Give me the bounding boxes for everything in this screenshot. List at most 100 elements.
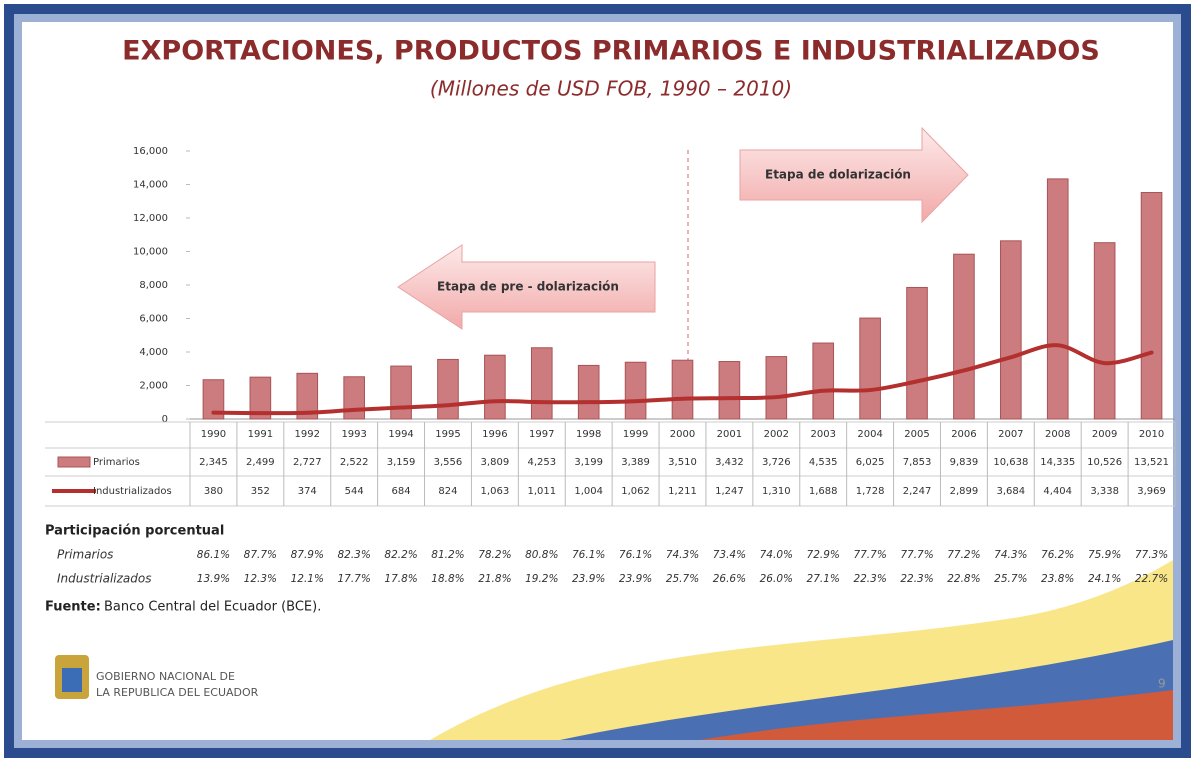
share-value: 19.2% (525, 573, 558, 585)
x-tick-label: 1996 (482, 429, 507, 440)
share-value: 87.7% (244, 549, 277, 561)
share-value: 22.3% (900, 573, 933, 585)
share-title: Participación porcentual (45, 524, 224, 539)
bar (718, 361, 741, 420)
share-value: 77.3% (1135, 549, 1168, 561)
bar (953, 253, 975, 420)
y-tick-label: 4,000 (139, 347, 168, 358)
share-value: 81.2% (431, 549, 464, 561)
y-tick-label: 14,000 (133, 180, 168, 191)
x-tick-label: 2003 (810, 429, 835, 440)
bar (296, 372, 319, 420)
bar (859, 317, 881, 420)
share-value: 25.7% (666, 573, 699, 585)
subtitle: (Millones de USD FOB, 1990 – 2010) (430, 77, 792, 101)
share-label: Primarios (57, 548, 113, 562)
share-value: 72.9% (807, 549, 840, 561)
table-value: 4,253 (527, 457, 556, 468)
table-value: 3,556 (434, 457, 463, 468)
annotation: Etapa de pre - dolarización (437, 280, 619, 294)
x-tick-label: 1994 (388, 429, 413, 440)
footer-line: GOBIERNO NACIONAL DE (96, 670, 235, 683)
share-value: 82.3% (337, 549, 370, 561)
x-tick-label: 1992 (295, 429, 320, 440)
footer-line: LA REPUBLICA DEL ECUADOR (96, 686, 259, 699)
page-number: 9 (1158, 677, 1166, 691)
arrow-left (397, 244, 656, 330)
x-tick-label: 2002 (764, 429, 789, 440)
table-value: 2,899 (950, 486, 979, 497)
share-value: 74.0% (760, 549, 793, 561)
x-tick-label: 1998 (576, 429, 601, 440)
share-value: 78.2% (478, 549, 511, 561)
x-tick-label: 2010 (1139, 429, 1164, 440)
table-value: 3,726 (762, 457, 791, 468)
share-value: 23.9% (619, 573, 652, 585)
x-tick-label: 2000 (670, 429, 695, 440)
bar (671, 359, 694, 420)
table-value: 3,969 (1137, 486, 1166, 497)
source-label: Fuente: (45, 600, 101, 615)
table-value: 2,345 (199, 457, 228, 468)
share-value: 26.0% (760, 573, 793, 585)
table-value: 14,335 (1040, 457, 1075, 468)
table-value: 824 (438, 486, 457, 497)
share-value: 26.6% (713, 573, 746, 585)
table-value: 1,728 (856, 486, 885, 497)
share-value: 25.7% (994, 573, 1027, 585)
share-value: 77.7% (900, 549, 933, 561)
bar (1140, 192, 1163, 420)
table-value: 10,526 (1087, 457, 1122, 468)
table-value: 684 (392, 486, 411, 497)
share-value: 87.9% (291, 549, 324, 561)
share-value: 12.3% (244, 573, 277, 585)
share-value: 12.1% (291, 573, 324, 585)
table-value: 3,159 (387, 457, 416, 468)
bar (765, 356, 788, 420)
share-value: 22.8% (947, 573, 980, 585)
bar (390, 365, 412, 420)
share-value: 24.1% (1088, 573, 1121, 585)
table-value: 1,211 (668, 486, 697, 497)
x-tick-label: 2008 (1045, 429, 1070, 440)
table-value: 352 (251, 486, 270, 497)
x-tick-label: 2009 (1092, 429, 1117, 440)
source-text: Banco Central del Ecuador (BCE). (104, 600, 321, 615)
table-value: 3,199 (574, 457, 603, 468)
logo-shield (62, 668, 82, 692)
share-value: 77.2% (947, 549, 980, 561)
share-value: 75.9% (1088, 549, 1121, 561)
y-tick-label: 8,000 (139, 280, 168, 291)
legend-label: Primarios (93, 457, 140, 468)
table-value: 3,809 (481, 457, 510, 468)
x-tick-label: 2004 (857, 429, 882, 440)
annotation: Etapa de dolarización (765, 168, 911, 182)
share-value: 76.1% (572, 549, 605, 561)
table-value: 1,011 (527, 486, 556, 497)
share-label: Industrializados (57, 572, 151, 586)
table-value: 1,004 (574, 486, 603, 497)
bar (1000, 240, 1022, 420)
table-value: 9,839 (950, 457, 979, 468)
y-tick-label: 16,000 (133, 146, 168, 157)
share-value: 86.1% (197, 549, 230, 561)
share-value: 18.8% (431, 573, 464, 585)
table-value: 2,499 (246, 457, 275, 468)
y-tick-label: 12,000 (133, 213, 168, 224)
share-value: 27.1% (807, 573, 840, 585)
table-value: 544 (345, 486, 364, 497)
table-value: 380 (204, 486, 223, 497)
table-value: 7,853 (903, 457, 932, 468)
table-value: 2,247 (903, 486, 932, 497)
arrow-right (739, 126, 969, 224)
bar (437, 358, 459, 420)
bar (906, 286, 928, 420)
table-value: 4,404 (1043, 486, 1072, 497)
bar (484, 354, 506, 420)
bar (577, 364, 600, 420)
bar (1093, 242, 1116, 420)
bar (1046, 178, 1069, 420)
bar (624, 361, 647, 420)
x-tick-label: 1990 (201, 429, 226, 440)
